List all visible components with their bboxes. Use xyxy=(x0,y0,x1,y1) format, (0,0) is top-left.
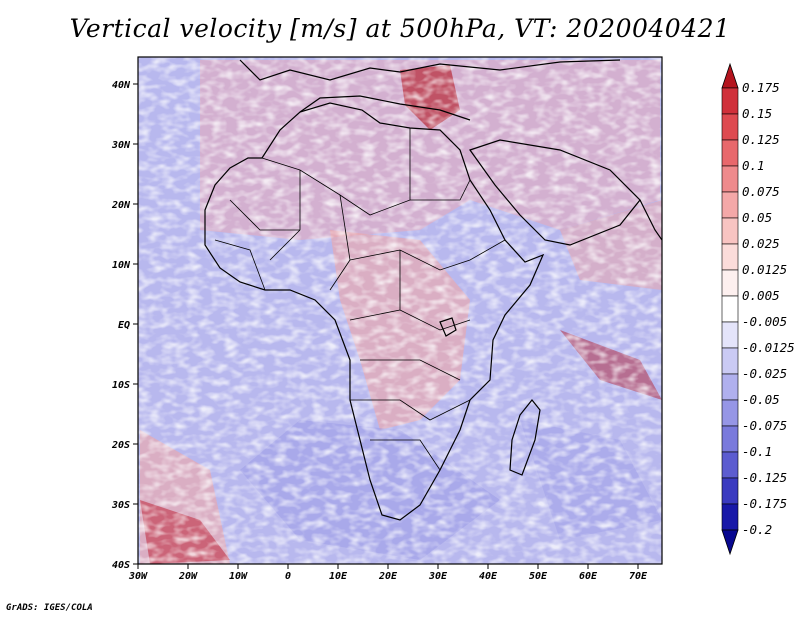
colorbar-box xyxy=(721,87,739,115)
lon-label: 10E xyxy=(329,571,348,582)
lat-label: 10S xyxy=(112,380,130,391)
lat-label: 30S xyxy=(111,500,130,511)
colorbar-box xyxy=(721,399,739,427)
africa-coastline xyxy=(204,102,545,521)
colorbar-box xyxy=(721,477,739,505)
colorbar-bottom-arrow xyxy=(721,529,739,556)
colorbar-box xyxy=(721,217,739,245)
colorbar-top-arrow xyxy=(721,62,739,89)
lat-label: 20N xyxy=(111,200,131,211)
colorbar-label: -0.1 xyxy=(742,444,772,459)
colorbar-label: 0.1 xyxy=(742,158,765,173)
colorbar-label: -0.075 xyxy=(742,418,787,433)
lon-label: 40E xyxy=(479,571,498,582)
borders xyxy=(214,128,506,471)
colorbar-label: 0.175 xyxy=(742,80,780,95)
colorbar-box xyxy=(721,139,739,167)
lon-label: 30W xyxy=(128,571,148,582)
colorbar-label: 0.05 xyxy=(742,210,772,225)
tick-marks xyxy=(133,83,639,569)
colorbar-label: 0.005 xyxy=(742,288,780,303)
lon-label: 70E xyxy=(629,571,648,582)
india-coastline xyxy=(639,199,662,241)
colorbar-label: 0.0125 xyxy=(742,262,787,277)
europe-coastline xyxy=(239,59,621,81)
arabia-coastline xyxy=(469,139,641,246)
lon-label: 60E xyxy=(579,571,598,582)
colorbar-box xyxy=(721,243,739,271)
mediterranean-south xyxy=(299,95,471,121)
lon-label: 30E xyxy=(428,571,448,582)
coastlines xyxy=(204,59,662,521)
colorbar-box xyxy=(721,165,739,193)
grads-credit: GrADS: IGES/COLA xyxy=(6,603,93,613)
map-title: Vertical velocity [m/s] at 500hPa, VT: 2… xyxy=(69,14,731,43)
colorbar-box xyxy=(721,425,739,453)
colorbar-label: -0.05 xyxy=(742,392,780,407)
colorbar-box xyxy=(721,295,739,323)
colorbar-box xyxy=(721,373,739,401)
lat-label: 30N xyxy=(111,140,131,151)
colorbar-label: 0.15 xyxy=(742,106,772,121)
colorbar-box xyxy=(721,503,739,531)
plot-frame xyxy=(137,56,663,565)
lat-label: 20S xyxy=(111,440,130,451)
colorbar-label: -0.0125 xyxy=(742,340,795,355)
lon-label: 20W xyxy=(178,571,198,582)
lon-axis: 30W 20W 10W 0 10E 20E 30E 40E 50E 60E 70… xyxy=(128,571,648,582)
lon-label: 10W xyxy=(229,571,248,582)
colorbar-label: 0.075 xyxy=(742,184,780,199)
colorbar-label: -0.125 xyxy=(742,470,787,485)
madagascar-coastline xyxy=(509,399,541,476)
colorbar-box xyxy=(721,321,739,349)
colorbar: 0.175 0.15 0.125 0.1 0.075 0.05 0.025 0.0125 0.0… xyxy=(721,62,795,556)
lat-label: 10N xyxy=(112,260,131,271)
lon-label: 0 xyxy=(285,571,291,582)
lat-label: 40S xyxy=(112,560,130,571)
lat-label: EQ xyxy=(118,320,130,331)
lat-label: 40N xyxy=(112,80,131,91)
colorbar-label: 0.025 xyxy=(742,236,780,251)
colorbar-box xyxy=(721,191,739,219)
velocity-field xyxy=(138,57,662,564)
colorbar-box xyxy=(721,347,739,375)
colorbar-box xyxy=(721,269,739,297)
colorbar-label: 0.125 xyxy=(742,132,780,147)
colorbar-box xyxy=(721,451,739,479)
colorbar-box xyxy=(721,113,739,141)
colorbar-label: -0.2 xyxy=(742,522,772,537)
colorbar-label: -0.005 xyxy=(742,314,787,329)
lake-victoria xyxy=(439,317,457,337)
lon-label: 20E xyxy=(378,571,398,582)
lon-label: 50E xyxy=(529,571,548,582)
lat-axis: 40N 30N 20N 10N EQ 10S 20S 30S 40S xyxy=(111,80,131,571)
colorbar-label: -0.175 xyxy=(742,496,787,511)
colorbar-label: -0.025 xyxy=(742,366,787,381)
